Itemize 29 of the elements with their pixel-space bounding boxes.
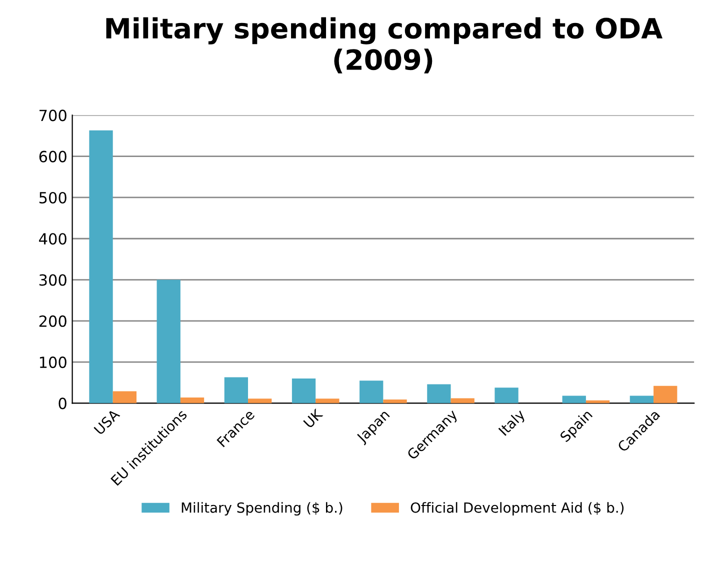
bar xyxy=(450,398,474,404)
bar xyxy=(427,384,451,404)
bar xyxy=(89,130,113,404)
bar xyxy=(248,398,272,404)
bar xyxy=(316,398,340,404)
y-tick-label: 0 xyxy=(58,398,66,410)
y-tick-label: 700 xyxy=(40,110,66,122)
chart-title: Military spending compared to ODA (2009) xyxy=(106,17,662,74)
y-tick-label: 300 xyxy=(39,274,66,286)
bar xyxy=(360,380,384,404)
bar xyxy=(292,378,316,404)
y-tick-label: 200 xyxy=(39,315,66,327)
legend-label: Military Spending ($ b.) xyxy=(182,502,342,516)
bar xyxy=(494,388,518,404)
bar xyxy=(562,396,586,404)
bar xyxy=(630,396,654,404)
bar xyxy=(654,386,678,404)
bar xyxy=(383,399,407,404)
bar xyxy=(156,280,180,404)
y-tick-label: 500 xyxy=(39,192,66,204)
x-tick-label: UK xyxy=(303,408,324,428)
y-tick-label: 400 xyxy=(39,233,66,245)
y-tick-label: 100 xyxy=(40,356,66,368)
y-tick-label: 600 xyxy=(39,150,66,162)
bar xyxy=(180,397,204,404)
bar xyxy=(112,391,137,404)
legend-label: Official Development Aid ($ b.) xyxy=(410,502,624,516)
x-tick-label: USA xyxy=(94,408,120,436)
bar xyxy=(224,377,248,404)
